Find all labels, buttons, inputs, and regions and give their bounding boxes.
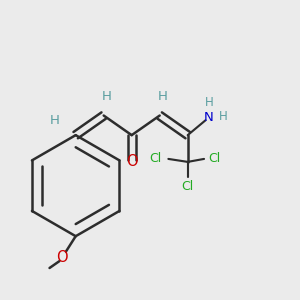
Text: H: H <box>50 114 60 127</box>
Text: H: H <box>102 90 112 103</box>
Text: Cl: Cl <box>149 152 161 165</box>
Text: O: O <box>56 250 68 265</box>
Text: Cl: Cl <box>182 180 194 193</box>
Text: Cl: Cl <box>208 152 220 165</box>
Text: N: N <box>204 111 213 124</box>
Text: H: H <box>158 90 168 103</box>
Text: O: O <box>126 154 137 169</box>
Text: H: H <box>205 96 214 109</box>
Text: H: H <box>219 110 228 123</box>
